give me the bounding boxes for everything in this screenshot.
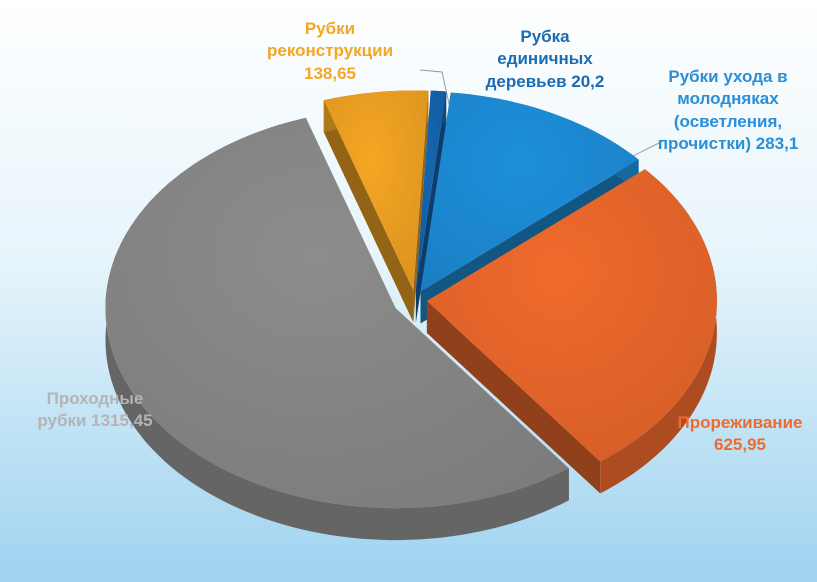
slice	[420, 92, 639, 292]
slice	[323, 90, 429, 291]
value-label: 138,65	[304, 63, 356, 83]
slice-side	[105, 117, 569, 541]
leader-line	[419, 69, 451, 109]
slice	[105, 117, 569, 509]
value-label: 625,95	[714, 435, 766, 455]
category-label: Проходные рубки	[37, 389, 144, 431]
data-label: Прореживание 625,95	[665, 412, 815, 457]
category-label: Прореживание	[677, 413, 803, 432]
slice-wall	[426, 301, 601, 494]
category-label: Рубки реконструкции	[266, 19, 394, 61]
value-label: 20,2	[571, 71, 605, 91]
value-label: 1315,45	[91, 411, 153, 431]
slice	[426, 169, 717, 462]
data-label: Рубки ухода в молодняках (осветления, пр…	[638, 66, 817, 156]
category-label: Рубки ухода в молодняках (осветления, пр…	[657, 67, 788, 154]
category-label: Рубка единичных деревьев	[485, 27, 593, 91]
data-label: Рубки реконструкции 138,65	[260, 18, 400, 85]
value-label: 283,1	[755, 134, 799, 154]
slice	[415, 90, 447, 291]
slice-wall	[413, 90, 429, 323]
slice-side	[600, 169, 717, 494]
slice-wall	[323, 100, 414, 323]
data-label: Проходные рубки 1315,45	[20, 388, 170, 433]
data-label: Рубка единичных деревьев 20,2	[480, 26, 610, 93]
slice-wall	[415, 91, 447, 323]
